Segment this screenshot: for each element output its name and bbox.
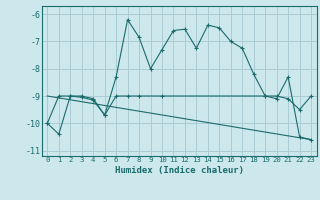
X-axis label: Humidex (Indice chaleur): Humidex (Indice chaleur) — [115, 166, 244, 175]
